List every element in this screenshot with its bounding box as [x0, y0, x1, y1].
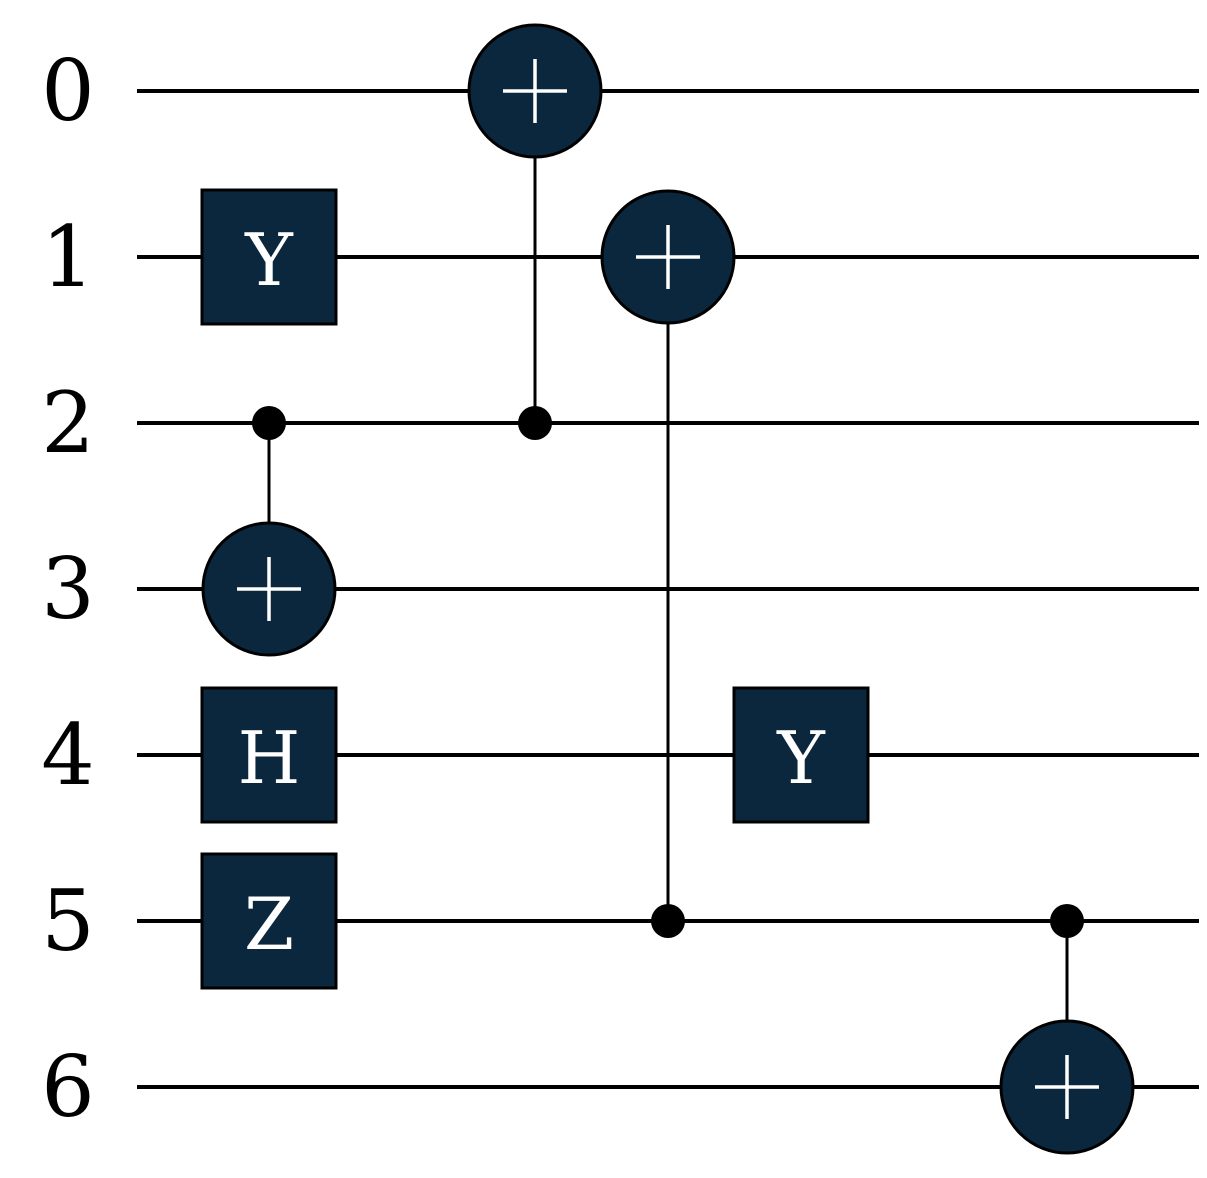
gate-box	[732, 686, 870, 824]
gate-label: Y	[244, 218, 294, 302]
gates: Y HZ Y	[200, 23, 1135, 1155]
qubit-label-4: 4	[41, 706, 94, 804]
gate-label: H	[238, 716, 301, 800]
cnot-gate-q2-q0	[467, 23, 603, 440]
gate-box	[200, 188, 338, 326]
control-dot	[1050, 904, 1084, 938]
cnot-gate-q2-q3	[201, 406, 337, 657]
qubit-label-3: 3	[41, 540, 94, 638]
gate-h-q4: H	[200, 686, 338, 824]
control-dot	[252, 406, 286, 440]
qubit-label-0: 0	[41, 42, 94, 140]
gate-box	[200, 852, 338, 990]
gate-box	[200, 686, 338, 824]
gate-label: Y	[776, 716, 826, 800]
qubit-label-5: 5	[41, 872, 94, 970]
cnot-gate-q5-q6	[999, 904, 1135, 1155]
control-dot	[651, 904, 685, 938]
gate-z-q5: Z	[200, 852, 338, 990]
qubit-label-2: 2	[41, 374, 94, 472]
gate-y-q4: Y	[732, 686, 870, 824]
control-dot	[518, 406, 552, 440]
gate-y-q1: Y	[200, 188, 338, 326]
qubit-labels: 0 1 2 3 4 5 6	[41, 42, 94, 1136]
cnot-gate-q5-q1	[600, 189, 736, 938]
qubit-label-6: 6	[41, 1038, 94, 1136]
qubit-label-1: 1	[41, 208, 94, 306]
gate-label: Z	[244, 882, 294, 966]
